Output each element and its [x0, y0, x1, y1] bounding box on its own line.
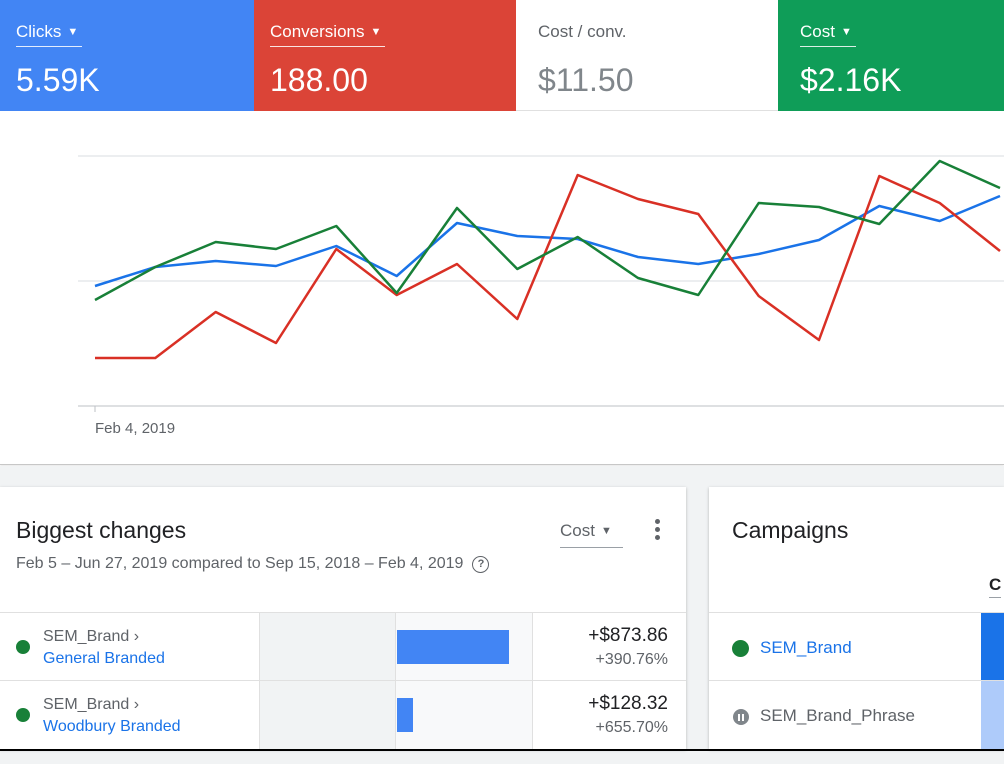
change-bar [397, 630, 509, 664]
clicks-metric-selector[interactable]: Clicks ▼ [16, 20, 83, 47]
conversions-metric-selector[interactable]: Conversions ▼ [270, 20, 386, 47]
screen-edge [0, 749, 1004, 751]
metric-tiles: Clicks ▼ 5.59K Conversions ▼ 188.00 Cost… [0, 0, 1004, 111]
cost-per-conv-tile[interactable]: Cost / conv. $11.50 [516, 0, 778, 111]
change-row[interactable]: SEM_Brand › Woodbury Branded +$128.32 +6… [0, 680, 686, 749]
column-header[interactable]: C [989, 575, 1002, 598]
status-enabled-icon [16, 640, 30, 654]
change-amount: +$128.32 [588, 693, 668, 714]
line-chart-svg [78, 155, 1004, 412]
series-layer [94, 159, 1001, 360]
ad-group-link[interactable]: General Branded [43, 650, 165, 667]
campaign-row[interactable]: SEM_Brand [709, 612, 1004, 681]
campaign-row[interactable]: SEM_Brand_Phrase [709, 680, 1004, 749]
cost-tile[interactable]: Cost ▼ $2.16K [778, 0, 1004, 111]
caret-down-icon: ▼ [600, 525, 612, 537]
cost-value: $2.16K [800, 62, 902, 98]
series-line-conversions [95, 173, 1001, 360]
x-tick-label: Feb 4, 2019 [95, 420, 176, 437]
clicks-value: 5.59K [16, 62, 100, 98]
change-percent: +390.76% [595, 651, 668, 668]
biggest-changes-card: Biggest changes Cost ▼ Feb 5 – Jun 27, 2… [0, 487, 686, 749]
change-percent: +655.70% [595, 719, 668, 736]
campaign-path: SEM_Brand › [43, 628, 140, 645]
caret-down-icon: ▼ [67, 26, 79, 38]
status-enabled-icon [16, 708, 30, 722]
caret-down-icon: ▼ [370, 26, 382, 38]
ad-group-link[interactable]: Woodbury Branded [43, 718, 181, 735]
conversions-value: 188.00 [270, 62, 368, 98]
date-range-text: Feb 5 – Jun 27, 2019 compared to Sep 15,… [16, 555, 464, 572]
pause-icon [733, 709, 749, 725]
change-amount: +$873.86 [588, 625, 668, 646]
campaign-bar [981, 613, 1004, 681]
cost-per-conv-label: Cost / conv. [538, 22, 627, 41]
campaign-path: SEM_Brand › [43, 696, 140, 713]
clicks-label: Clicks [16, 22, 62, 41]
change-row[interactable]: SEM_Brand › General Branded +$873.86 +39… [0, 612, 686, 681]
conversions-tile[interactable]: Conversions ▼ 188.00 [254, 0, 516, 111]
card-title: Biggest changes [16, 517, 187, 543]
clicks-tile[interactable]: Clicks ▼ 5.59K [0, 0, 254, 111]
cost-label: Cost [800, 22, 835, 41]
campaign-name[interactable]: SEM_Brand_Phrase [760, 706, 915, 725]
series-line-cost [94, 159, 1001, 302]
campaigns-card: Campaigns C SEM_Brand SEM_Brand_Phrase [709, 487, 1004, 749]
date-range-subtitle: Feb 5 – Jun 27, 2019 compared to Sep 15,… [16, 553, 490, 575]
conversions-label: Conversions [270, 22, 365, 41]
performance-chart: Feb 4, 2019 [0, 111, 1004, 465]
metric-dropdown-label: Cost [560, 521, 595, 540]
campaign-bar [981, 681, 1004, 749]
metric-dropdown[interactable]: Cost ▼ [560, 521, 623, 548]
help-circle-icon[interactable]: ? [472, 555, 490, 573]
change-bar [397, 698, 413, 732]
caret-down-icon: ▼ [840, 26, 852, 38]
campaign-link[interactable]: SEM_Brand [760, 638, 852, 657]
series-line-clicks [94, 194, 1001, 288]
cost-metric-selector[interactable]: Cost ▼ [800, 20, 856, 47]
positive-change-area [396, 681, 533, 749]
more-vert-icon[interactable] [650, 519, 664, 547]
cost-per-conv-value: $11.50 [538, 62, 634, 98]
status-enabled-icon [732, 640, 749, 657]
negative-change-area [259, 613, 396, 681]
card-title: Campaigns [732, 517, 849, 543]
negative-change-area [259, 681, 396, 749]
